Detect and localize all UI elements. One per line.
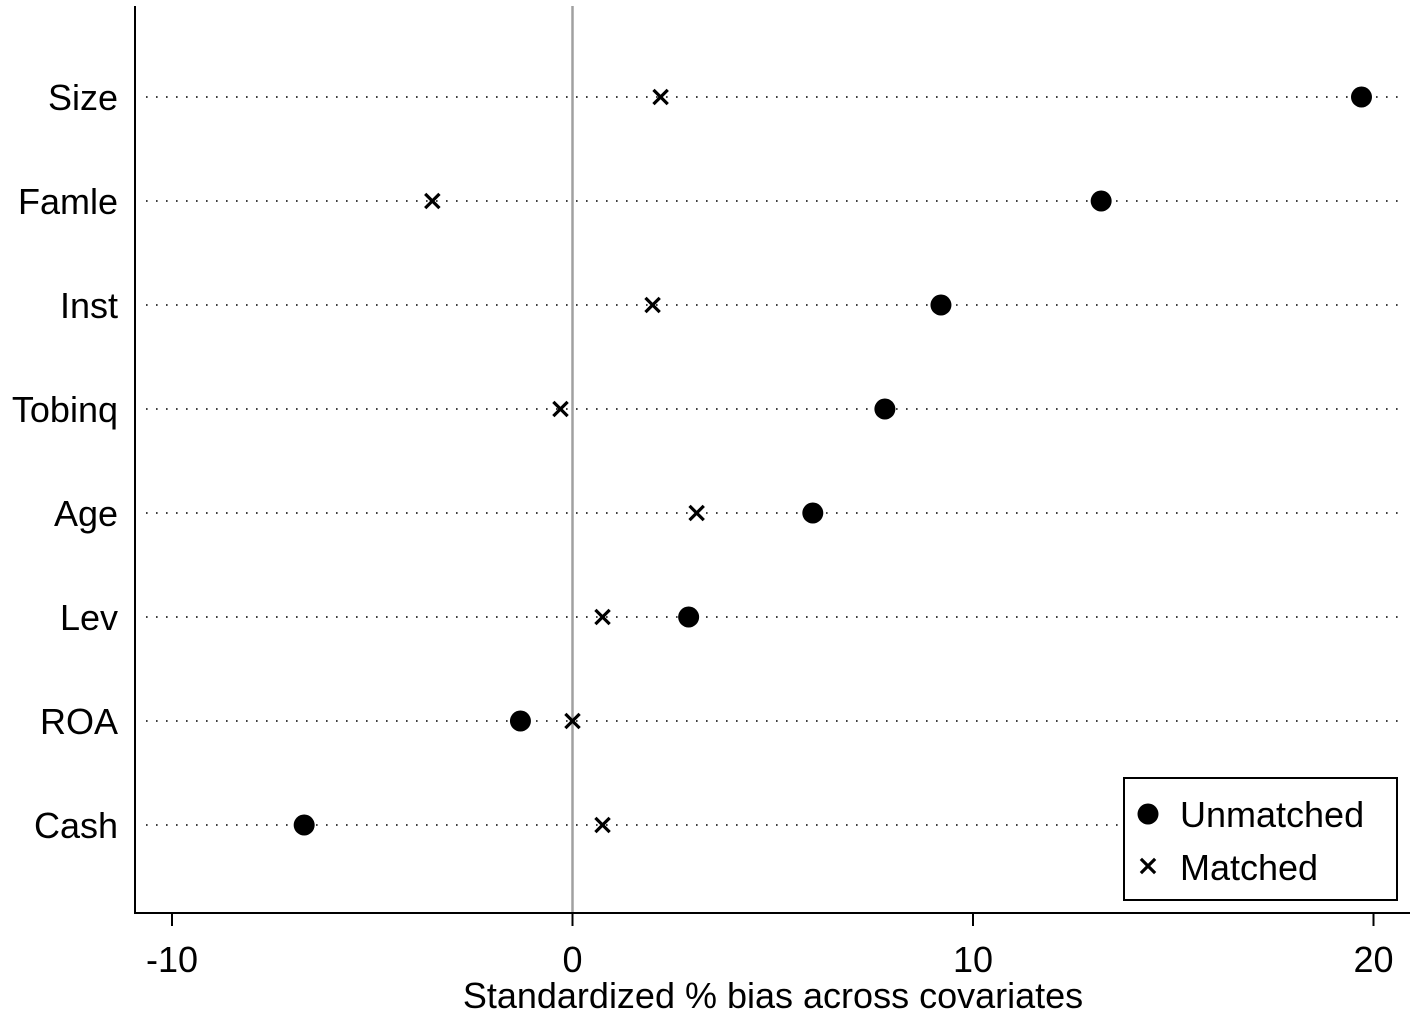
legend-box — [1123, 777, 1398, 901]
legend-matched-marker — [1139, 857, 1157, 875]
covariate-label-famle: Famle — [18, 181, 118, 222]
legend: Unmatched Matched — [1123, 777, 1398, 901]
matched-point-roa — [564, 712, 581, 730]
unmatched-point-lev — [678, 606, 700, 628]
covariate-label-inst: Inst — [60, 285, 118, 326]
matched-point-lev — [594, 608, 611, 626]
x-axis-ticks: -10 0 10 20 — [146, 913, 1394, 980]
legend-unmatched-label: Unmatched — [1180, 794, 1364, 835]
covariate-label-lev: Lev — [60, 597, 118, 638]
legend-unmatched-marker — [1137, 803, 1159, 825]
covariate-label-roa: ROA — [40, 701, 118, 742]
matched-point-inst — [644, 296, 661, 314]
x-tick-label-10: 10 — [953, 939, 993, 980]
matched-point-famle — [424, 192, 441, 210]
matched-point-age — [688, 504, 705, 522]
unmatched-point-tobinq — [874, 398, 896, 420]
data-marks — [293, 86, 1372, 836]
covariate-labels: Size Famle Inst Tobinq Age Lev ROA Cash — [12, 77, 118, 846]
x-axis-title: Standardized % bias across covariates — [463, 975, 1083, 1016]
unmatched-point-roa — [509, 710, 531, 732]
dotted-guides — [146, 96, 1402, 826]
matched-point-cash — [594, 816, 611, 834]
unmatched-point-cash — [293, 814, 315, 836]
unmatched-point-inst — [930, 294, 952, 316]
plot-area: Size Famle Inst Tobinq Age Lev ROA Cash -10 0 10 2… — [12, 6, 1410, 980]
covariate-label-age: Age — [54, 493, 118, 534]
x-tick-label-20: 20 — [1353, 939, 1393, 980]
covariate-label-tobinq: Tobinq — [12, 389, 118, 430]
matched-point-tobinq — [552, 400, 569, 418]
matched-point-size — [652, 88, 669, 106]
unmatched-point-size — [1350, 86, 1372, 108]
covariate-label-cash: Cash — [34, 805, 118, 846]
unmatched-point-age — [802, 502, 824, 524]
x-tick-label-neg10: -10 — [146, 939, 198, 980]
x-tick-label-0: 0 — [562, 939, 582, 980]
legend-matched-label: Matched — [1180, 847, 1318, 888]
unmatched-point-famle — [1090, 190, 1112, 212]
covariate-label-size: Size — [48, 77, 118, 118]
